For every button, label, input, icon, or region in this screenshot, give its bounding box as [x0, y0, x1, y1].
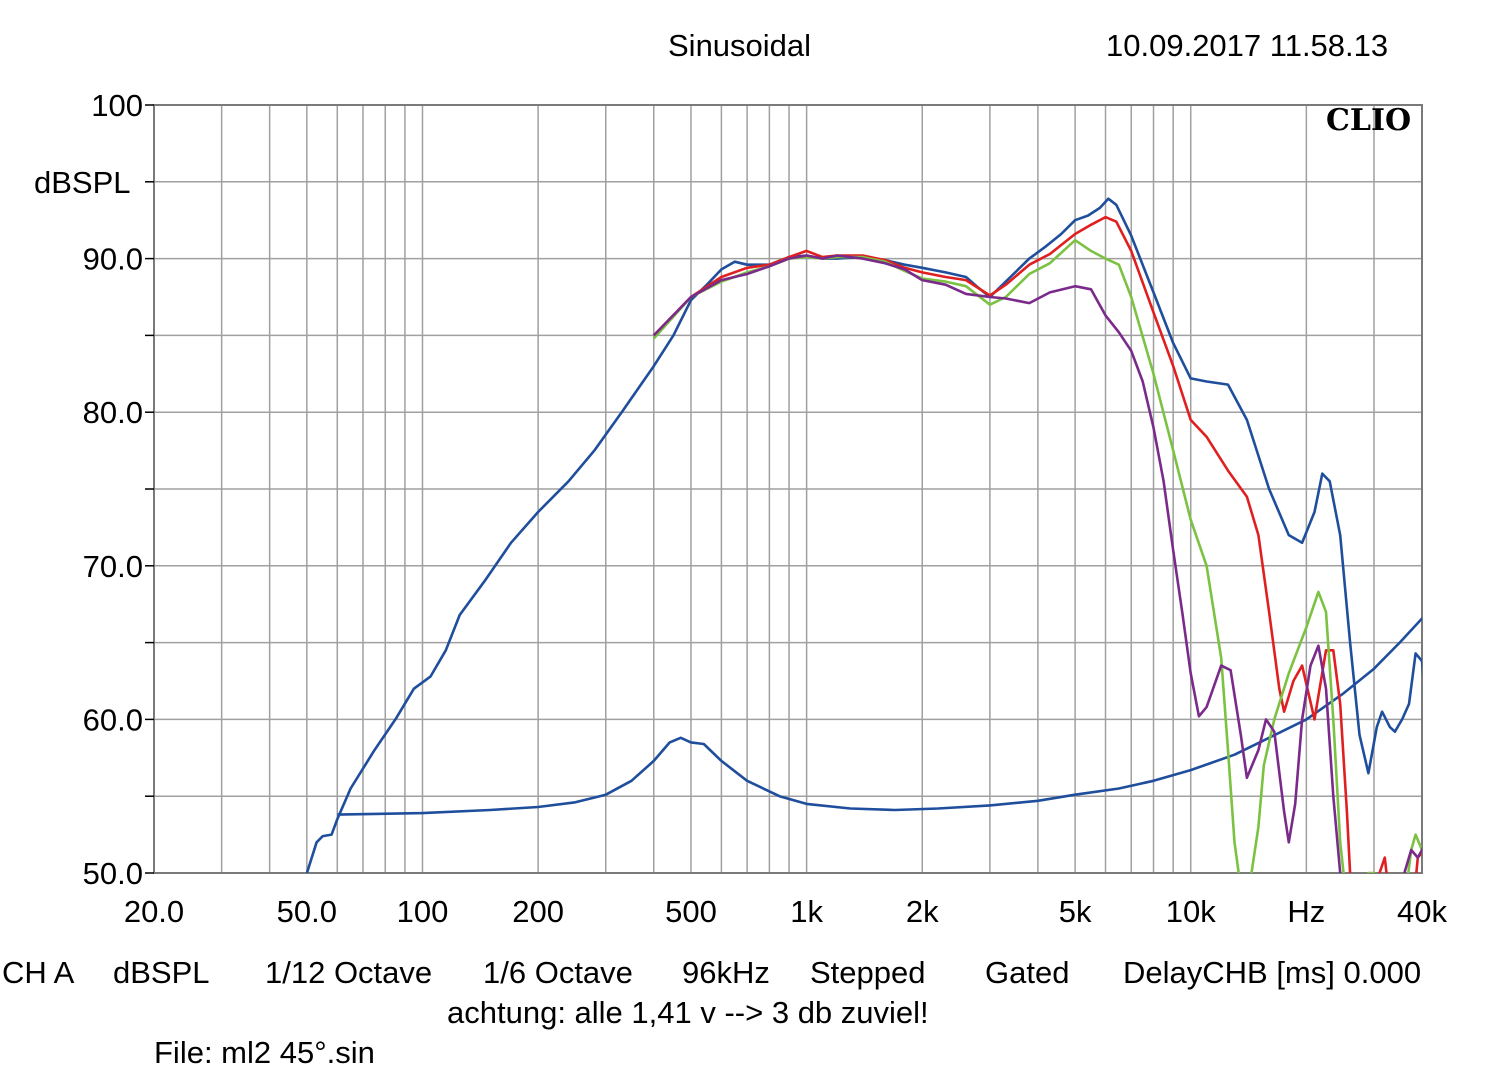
- timestamp: 10.09.2017 11.58.13: [1106, 28, 1389, 63]
- footer-note: achtung: alle 1,41 v --> 3 db zuviel!: [447, 995, 929, 1030]
- y-tick-label: 90.0: [83, 242, 143, 277]
- y-axis: 100 90.0 80.0 70.0 60.0 50.0: [83, 88, 154, 891]
- grid-lines: [153, 104, 1423, 874]
- response-curve-2: [337, 616, 1422, 816]
- chart-title: Sinusoidal: [668, 28, 812, 63]
- response-curve-1: [305, 197, 1422, 873]
- x-tick-label: 2k: [906, 894, 939, 929]
- footer-file: File: ml2 45°.sin: [154, 1035, 375, 1070]
- x-tick-label: 500: [665, 894, 717, 929]
- footer-mode: Stepped: [810, 955, 926, 990]
- response-curve-5: [652, 254, 1422, 873]
- x-tick-label: 5k: [1059, 894, 1092, 929]
- x-tick-label: 200: [512, 894, 564, 929]
- y-tick-label: 70.0: [83, 549, 143, 584]
- footer-resolution: 1/6 Octave: [483, 955, 633, 990]
- footer-gating: Gated: [985, 955, 1070, 990]
- x-tick-label: 40k: [1397, 894, 1447, 929]
- y-tick-label: 50.0: [83, 856, 143, 891]
- x-tick-label: Hz: [1287, 894, 1325, 929]
- x-tick-label: 1k: [790, 894, 823, 929]
- y-tick-label: 100: [91, 88, 143, 123]
- footer-sample-rate: 96kHz: [682, 955, 770, 990]
- x-tick-label: 100: [397, 894, 449, 929]
- footer-unit: dBSPL: [113, 955, 210, 990]
- clio-logo: CLIO: [1326, 103, 1412, 138]
- y-tick-label: 60.0: [83, 702, 143, 737]
- x-tick-label: 20.0: [124, 894, 184, 929]
- footer-delay: DelayCHB [ms] 0.000: [1123, 955, 1422, 990]
- response-curves: [305, 197, 1422, 873]
- x-axis: 20.0 50.0 100 200 500 1k 2k 5k 10k Hz 40k: [124, 894, 1448, 929]
- footer-smoothing: 1/12 Octave: [265, 955, 433, 990]
- x-tick-label: 50.0: [277, 894, 337, 929]
- x-tick-label: 10k: [1166, 894, 1216, 929]
- footer-channel: CH A: [2, 955, 75, 990]
- y-tick-label: 80.0: [83, 395, 143, 430]
- y-axis-unit-label: dBSPL: [34, 165, 131, 200]
